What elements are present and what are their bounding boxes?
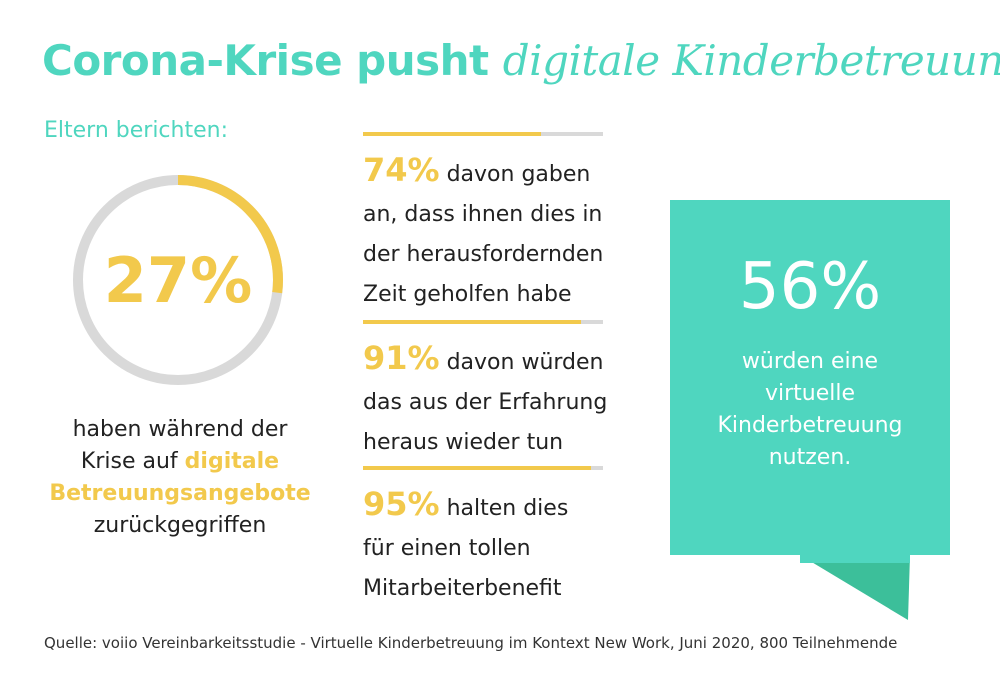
stat-1-pct: 74% [363, 151, 440, 189]
stat-1-bar-fill [363, 132, 541, 136]
stat-block-1: 74% davon gaben an, dass ihnen dies in d… [363, 132, 663, 315]
ring-chart [73, 175, 283, 385]
callout-text: würden eine virtuelle Kinderbetreuung nu… [690, 346, 930, 474]
callout-box [670, 200, 950, 555]
stat-3-line1: halten dies [439, 496, 569, 521]
stat-1-line2: an, dass ihnen dies in [363, 202, 603, 227]
ring-desc-line4: zurückgegriffen [93, 513, 267, 538]
stat-3-text: 95% halten dies für einen tollen Mitarbe… [363, 484, 663, 609]
stat-1-line1: davon gaben [439, 162, 591, 187]
page-title: Corona-Krise pusht digitale Kinderbetreu… [42, 36, 1000, 85]
stat-1-line4: Zeit geholfen habe [363, 282, 572, 307]
stat-block-3: 95% halten dies für einen tollen Mitarbe… [363, 466, 663, 609]
stat-1-text: 74% davon gaben an, dass ihnen dies in d… [363, 150, 663, 315]
callout-line4: nutzen. [768, 445, 852, 470]
stat-2-line2: das aus der Erfahrung [363, 390, 608, 415]
title-part-italic: digitale Kinderbetreuung [502, 36, 1000, 85]
stat-3-line2: für einen tollen [363, 536, 531, 561]
callout-line2: virtuelle [764, 381, 856, 406]
intro-label: Eltern berichten: [44, 118, 228, 143]
ring-fill [73, 175, 283, 385]
stat-1-line3: der herausfordernden [363, 242, 604, 267]
stat-2-line1: davon würden [439, 350, 604, 375]
stat-2-text: 91% davon würden das aus der Erfahrung h… [363, 338, 663, 463]
ring-description: haben während der Krise auf digitale Bet… [30, 414, 330, 542]
stat-3-bar-fill [363, 466, 591, 470]
title-part-regular: Corona-Krise pusht [42, 36, 503, 85]
callout-line1: würden eine [741, 349, 879, 374]
stat-3-line3: Mitarbeiterbenefit [363, 576, 562, 601]
ring-desc-line2: Krise auf digitale [30, 446, 330, 478]
source-note: Quelle: voiio Vereinbarkeitsstudie - Vir… [44, 634, 898, 652]
stat-1-bar [363, 132, 603, 136]
stat-3-pct: 95% [363, 485, 440, 523]
ring-desc-line2-a: Krise auf [80, 449, 185, 474]
ring-value: 27% [103, 243, 253, 317]
ring-desc-highlight-1: digitale [184, 449, 280, 474]
stat-2-bar [363, 320, 603, 324]
ring-desc-highlight-2: Betreuungsangebote [49, 481, 311, 506]
stat-3-bar [363, 466, 603, 470]
callout-line3: Kinderbetreuung [717, 413, 903, 438]
callout-value: 56% [738, 250, 882, 324]
stat-2-bar-fill [363, 320, 582, 324]
ring-desc-line1: haben während der [72, 417, 288, 442]
stat-2-pct: 91% [363, 339, 440, 377]
callout-tail [800, 555, 910, 620]
stat-2-line3: heraus wieder tun [363, 430, 564, 455]
stat-block-2: 91% davon würden das aus der Erfahrung h… [363, 320, 663, 463]
